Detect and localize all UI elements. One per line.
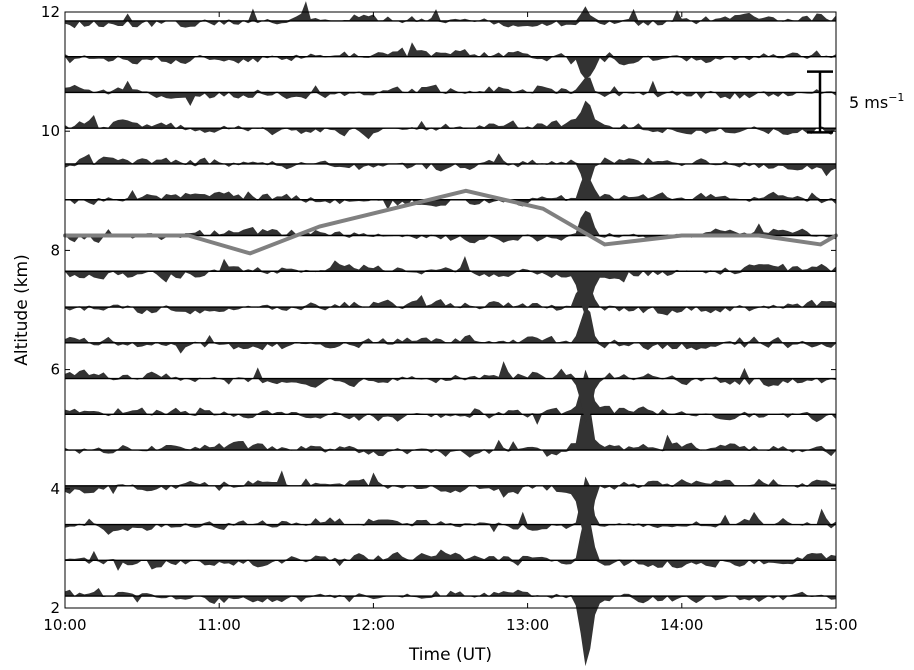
trace-fill-positive — [65, 153, 836, 164]
trace-fill-negative — [65, 524, 836, 535]
trace-fill-positive — [65, 369, 836, 415]
trace-fill-positive — [65, 513, 836, 561]
trace-fill-negative — [65, 20, 836, 29]
trace-fill-negative — [65, 235, 836, 244]
y-tick-label: 4 — [50, 480, 60, 498]
trace-fill-negative — [65, 56, 836, 80]
x-tick-label: 13:00 — [506, 616, 549, 634]
trace-fill-negative — [65, 450, 836, 458]
x-tick-label: 15:00 — [814, 616, 857, 634]
trace-fill-positive — [65, 400, 836, 451]
trace-fill-positive — [65, 361, 836, 379]
trace-fill-positive — [65, 42, 836, 57]
x-tick-label: 12:00 — [352, 616, 395, 634]
trace-fill-positive — [65, 476, 836, 525]
trace-fill-positive — [65, 210, 836, 236]
y-tick-label: 12 — [41, 3, 60, 21]
trace-fill-positive — [65, 171, 836, 200]
trace-fill-negative — [65, 128, 836, 140]
trace-fill-positive — [65, 588, 836, 597]
scale-bar — [807, 70, 833, 134]
overlay-line — [63, 188, 838, 256]
trace-fill-positive — [65, 100, 836, 129]
trace-fill-negative — [65, 199, 836, 210]
wind-traces — [65, 1, 836, 667]
axes-frame — [64, 11, 837, 609]
y-tick-label: 8 — [50, 241, 60, 259]
y-tick-label: 6 — [50, 361, 60, 379]
x-axis: 10:00 11:00 12:00 13:00 14:00 15:00 — [43, 12, 858, 634]
trace-fill-positive — [65, 255, 836, 272]
trace-fill-positive — [65, 470, 836, 486]
trace-fill-positive — [65, 307, 836, 343]
trace-fill-negative — [65, 485, 836, 543]
scale-bar-label: 5 ms−1 — [849, 91, 904, 112]
y-tick-label: 10 — [41, 122, 60, 140]
y-axis-label: Altitude (km) — [12, 254, 32, 366]
x-tick-label: 10:00 — [43, 616, 86, 634]
trace-fill-negative — [65, 163, 836, 191]
x-tick-label: 11:00 — [198, 616, 241, 634]
y-axis: 2 4 6 8 10 12 — [41, 3, 836, 617]
x-tick-label: 14:00 — [660, 616, 703, 634]
scale-bar-exponent: −1 — [888, 91, 904, 104]
trace-fill-negative — [65, 560, 836, 571]
x-axis-label: Time (UT) — [408, 645, 492, 665]
trace-fill-negative — [65, 307, 836, 316]
trace-fill-negative — [65, 92, 836, 107]
trace-fill-negative — [65, 414, 836, 425]
y-tick-label: 2 — [50, 599, 60, 617]
trace-fill-negative — [65, 342, 836, 354]
trace-fill-positive — [65, 1, 836, 21]
trace-fill-positive — [65, 77, 836, 93]
